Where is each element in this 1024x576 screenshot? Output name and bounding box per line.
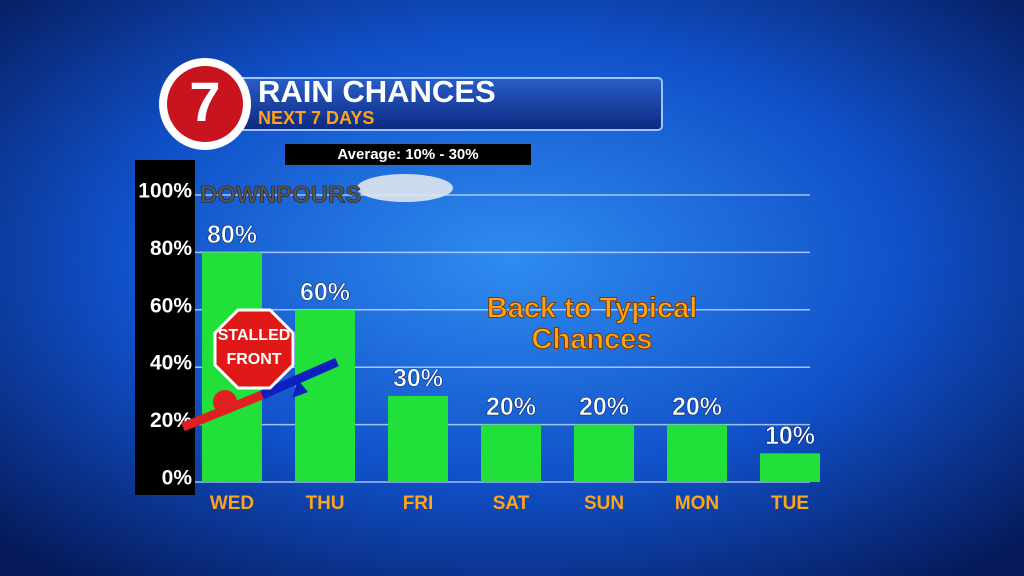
chart-subtitle: NEXT 7 DAYS bbox=[258, 108, 374, 128]
bar bbox=[388, 395, 448, 482]
stop-sign bbox=[213, 308, 295, 390]
x-tick-label: TUE bbox=[771, 493, 809, 514]
x-tick-label: WED bbox=[210, 493, 254, 514]
bar bbox=[760, 453, 820, 482]
value-label: 20% bbox=[672, 393, 722, 421]
bar bbox=[574, 424, 634, 482]
x-tick-label: THU bbox=[305, 493, 344, 514]
y-axis-strip bbox=[135, 160, 195, 495]
front-cold bbox=[260, 357, 339, 400]
logo: 7 bbox=[189, 70, 220, 133]
y-tick-label: 0% bbox=[162, 467, 193, 490]
bar bbox=[481, 424, 541, 482]
logo-disc bbox=[167, 66, 243, 142]
value-label: 20% bbox=[486, 393, 536, 421]
note-box bbox=[285, 144, 531, 165]
y-tick-label: 60% bbox=[150, 294, 192, 317]
value-label: 10% bbox=[765, 422, 815, 450]
bar bbox=[667, 424, 727, 482]
chart-title: RAIN CHANCES bbox=[258, 74, 496, 109]
y-tick-label: 40% bbox=[150, 352, 192, 375]
stop-sign-text: FRONT bbox=[226, 351, 281, 368]
y-tick-label: 100% bbox=[138, 180, 192, 203]
stop-sign-text: STALLED bbox=[218, 327, 291, 344]
value-label: 20% bbox=[579, 393, 629, 421]
plot: 0% 20% 40% 60% 80% 100% 80% WED 60% THU 30% FRI 20% S… bbox=[138, 180, 820, 514]
callout: Chances bbox=[532, 324, 653, 356]
front-symbol bbox=[213, 390, 237, 414]
bar bbox=[295, 309, 355, 482]
cloud bbox=[357, 174, 453, 202]
value-label: 80% bbox=[207, 221, 257, 249]
x-tick-label: SAT bbox=[493, 493, 530, 514]
callout: Back to Typical bbox=[487, 293, 698, 325]
x-tick-label: SUN bbox=[584, 493, 624, 514]
note: Average: 10% - 30% bbox=[337, 146, 478, 163]
y-tick-label: 20% bbox=[150, 409, 192, 432]
x-tick-label: FRI bbox=[403, 493, 434, 514]
x-tick-label: MON bbox=[675, 493, 719, 514]
y-tick-label: 80% bbox=[150, 237, 192, 260]
downpours-label: DOWNPOURS bbox=[200, 181, 361, 208]
front-symbol bbox=[292, 380, 308, 398]
value-label: 30% bbox=[393, 365, 443, 393]
value-label: 60% bbox=[300, 278, 350, 306]
